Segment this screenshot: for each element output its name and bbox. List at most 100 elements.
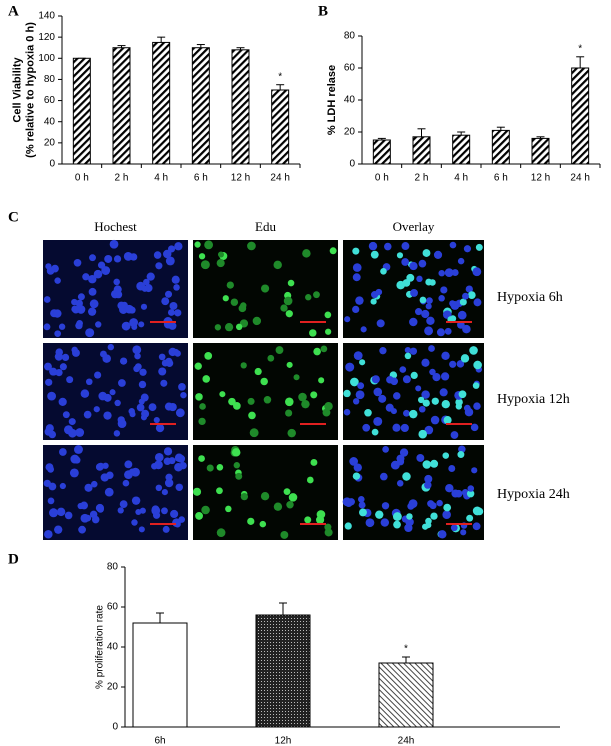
cell [235, 323, 243, 331]
cell [352, 247, 360, 255]
cell [469, 346, 478, 355]
x-tick-label: 0 h [375, 173, 389, 184]
cell [178, 516, 185, 523]
cell [409, 261, 418, 271]
cell [357, 382, 365, 390]
cell [131, 496, 141, 505]
cell [129, 318, 139, 327]
x-tick-label: 4 h [454, 173, 468, 184]
cell [301, 399, 310, 409]
cell [460, 529, 467, 536]
cell [421, 390, 430, 399]
cell [78, 525, 86, 534]
annotation: * [404, 644, 408, 655]
cell [235, 472, 243, 480]
cell [138, 398, 145, 405]
cell [436, 328, 445, 337]
cell [360, 326, 367, 333]
cell [368, 241, 378, 251]
cell [410, 288, 418, 297]
cell [313, 347, 321, 356]
cell [273, 502, 283, 511]
cell [216, 487, 223, 495]
cell [370, 298, 377, 305]
cell [162, 525, 170, 533]
cell [352, 263, 362, 272]
cell [54, 330, 62, 337]
panel-label: B [318, 3, 328, 19]
cell [350, 377, 359, 387]
cell [441, 400, 450, 409]
cell [315, 515, 325, 525]
cell [194, 362, 202, 370]
cell [155, 262, 163, 270]
cell [44, 427, 53, 436]
cell [448, 465, 456, 472]
cell [94, 371, 102, 379]
cell [473, 402, 481, 410]
column-header: Overlay [393, 219, 435, 234]
cell [66, 376, 74, 384]
cell [454, 489, 463, 498]
cell [463, 404, 471, 412]
bar [491, 129, 510, 165]
cell [219, 391, 226, 398]
cell [322, 408, 331, 417]
cell [409, 409, 418, 419]
cell [238, 304, 247, 313]
cell [392, 512, 402, 521]
cells [342, 445, 484, 539]
cell [402, 375, 411, 384]
cell [151, 462, 158, 470]
cell [103, 411, 112, 420]
cell [313, 291, 320, 299]
cell [139, 368, 147, 376]
bar [191, 47, 210, 165]
x-tick-label: 24h [398, 736, 415, 746]
cell [252, 316, 262, 326]
cell [240, 492, 249, 501]
cell [217, 251, 225, 258]
cell [426, 297, 433, 305]
cell [358, 501, 366, 509]
cell [352, 273, 361, 282]
cell [280, 531, 289, 539]
cell [248, 411, 256, 420]
cell [155, 423, 165, 433]
cell [43, 296, 51, 303]
cell [422, 249, 431, 257]
cell [199, 403, 206, 410]
y-tick-label: 100 [38, 53, 55, 64]
cell [84, 483, 93, 492]
bar [571, 67, 590, 165]
bar [531, 137, 550, 165]
cell [285, 397, 294, 407]
cell [355, 296, 364, 305]
cell [75, 299, 83, 308]
cell [364, 408, 372, 417]
cell [154, 452, 164, 462]
cell [107, 343, 115, 351]
cell [458, 445, 466, 453]
cell [88, 287, 97, 296]
cell [442, 510, 451, 519]
cell [400, 423, 409, 433]
y-tick-label: 140 [38, 11, 55, 22]
cell [306, 476, 314, 484]
cells [43, 239, 183, 338]
cell [440, 286, 448, 294]
cell [75, 428, 85, 437]
cell [310, 391, 318, 399]
cell [95, 321, 102, 328]
cell [73, 258, 82, 267]
cell [392, 423, 401, 432]
cell [233, 402, 241, 410]
cell [450, 431, 459, 439]
bar [152, 41, 171, 165]
cell [102, 462, 109, 469]
cell [54, 277, 61, 284]
cell [77, 502, 84, 510]
cell [467, 485, 475, 492]
annotation: * [578, 43, 582, 54]
cell [379, 472, 388, 481]
